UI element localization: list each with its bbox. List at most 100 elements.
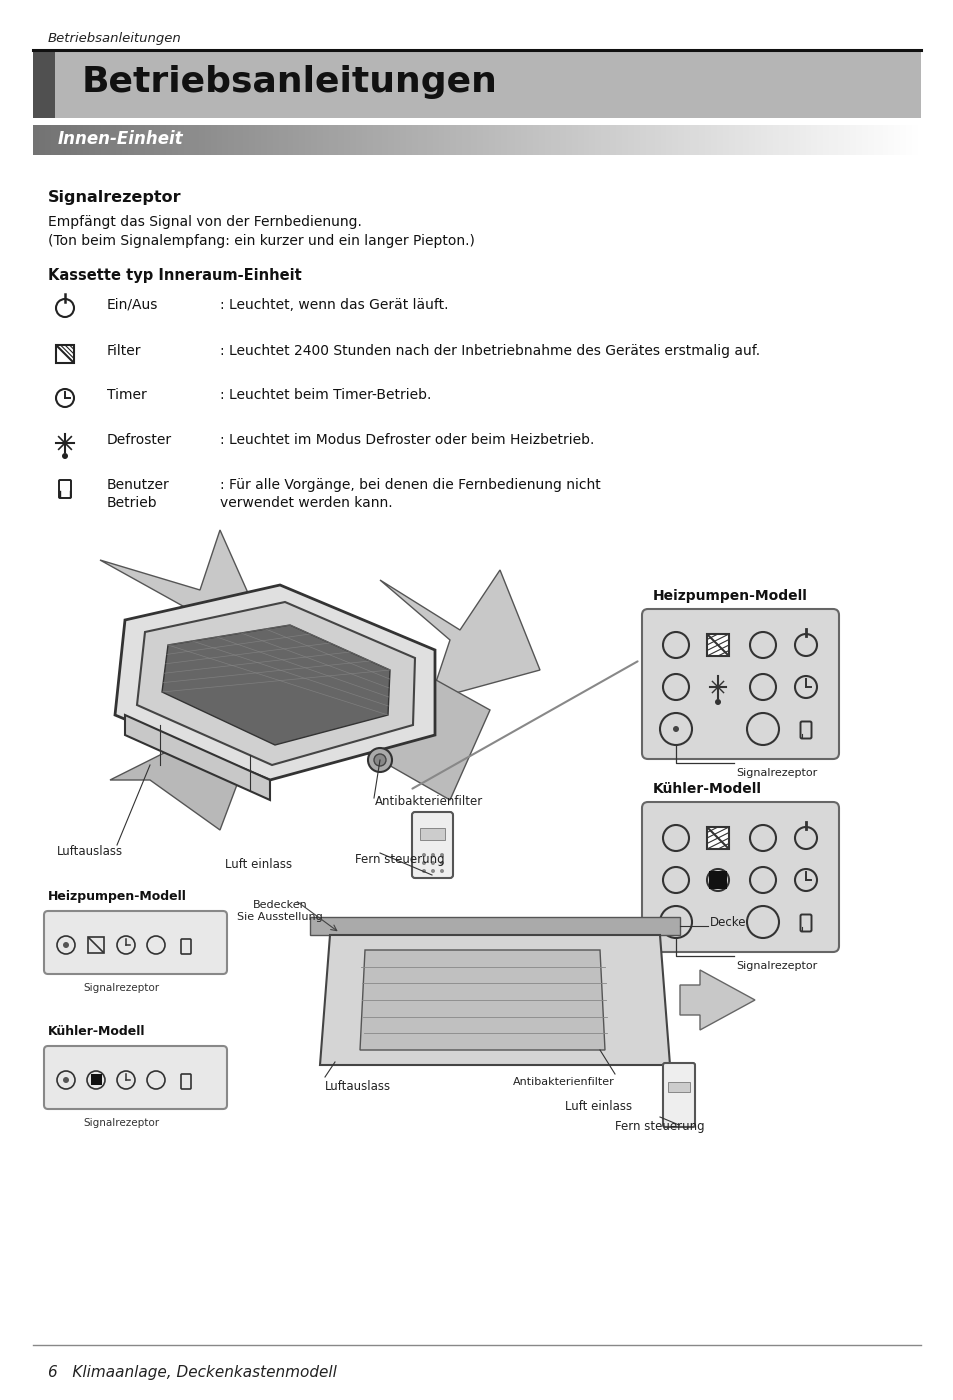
Bar <box>737 125 740 155</box>
Bar <box>426 125 430 155</box>
Text: Timer: Timer <box>107 388 147 402</box>
Bar <box>870 125 873 155</box>
Bar <box>577 125 580 155</box>
Bar <box>914 125 918 155</box>
Text: : Leuchtet 2400 Stunden nach der Inbetriebnahme des Gerätes erstmalig auf.: : Leuchtet 2400 Stunden nach der Inbetri… <box>220 344 760 358</box>
Circle shape <box>439 869 443 874</box>
Bar <box>222 125 226 155</box>
Circle shape <box>421 869 426 874</box>
Bar <box>710 125 714 155</box>
Bar <box>187 125 191 155</box>
Bar <box>139 125 143 155</box>
Bar <box>471 125 474 155</box>
FancyBboxPatch shape <box>412 812 453 878</box>
Polygon shape <box>162 624 390 745</box>
Bar <box>406 125 409 155</box>
Bar <box>391 125 395 155</box>
Bar <box>838 125 841 155</box>
Bar <box>415 125 417 155</box>
Bar <box>335 125 338 155</box>
Bar <box>346 125 350 155</box>
Bar <box>231 125 234 155</box>
Bar <box>270 125 273 155</box>
Bar <box>801 125 805 155</box>
Bar <box>145 125 149 155</box>
Bar <box>243 125 247 155</box>
Circle shape <box>439 861 443 865</box>
Bar <box>412 125 415 155</box>
Bar <box>521 125 524 155</box>
Bar <box>902 125 905 155</box>
Bar <box>128 125 132 155</box>
Bar <box>662 125 666 155</box>
Text: Heizpumpen-Modell: Heizpumpen-Modell <box>48 890 187 903</box>
Bar <box>456 125 459 155</box>
Bar <box>66 125 69 155</box>
Bar <box>701 125 704 155</box>
Bar <box>867 125 870 155</box>
FancyBboxPatch shape <box>641 802 838 952</box>
Bar <box>495 125 497 155</box>
Bar <box>784 125 787 155</box>
Text: Luft einlass: Luft einlass <box>225 858 292 871</box>
Bar <box>361 125 365 155</box>
Circle shape <box>431 869 435 874</box>
Bar <box>645 125 648 155</box>
Bar <box>667 1082 689 1092</box>
Bar <box>193 125 196 155</box>
Bar <box>39 125 42 155</box>
Bar <box>98 125 101 155</box>
Bar <box>77 125 81 155</box>
Bar <box>175 125 178 155</box>
Bar <box>353 125 355 155</box>
Bar <box>110 125 113 155</box>
Bar <box>565 125 569 155</box>
Bar <box>624 125 628 155</box>
Bar <box>686 125 690 155</box>
Text: Signalrezeptor: Signalrezeptor <box>735 960 817 972</box>
Text: Benutzer: Benutzer <box>107 477 170 491</box>
Text: Fern steuerung: Fern steuerung <box>355 853 444 867</box>
Bar <box>621 125 625 155</box>
Bar <box>208 125 211 155</box>
Bar <box>254 125 258 155</box>
Bar <box>447 125 451 155</box>
Bar <box>728 125 731 155</box>
Bar <box>385 125 388 155</box>
Bar <box>278 125 282 155</box>
Bar <box>45 125 49 155</box>
Text: : Leuchtet im Modus Defroster oder beim Heizbetrieb.: : Leuchtet im Modus Defroster oder beim … <box>220 433 594 447</box>
Bar <box>55 50 920 118</box>
Circle shape <box>431 861 435 865</box>
Bar <box>172 125 175 155</box>
FancyBboxPatch shape <box>706 827 728 848</box>
Text: Signalrezeptor: Signalrezeptor <box>735 769 817 778</box>
Bar <box>461 125 465 155</box>
Bar <box>811 125 814 155</box>
Bar <box>367 125 371 155</box>
Polygon shape <box>115 585 435 780</box>
Bar <box>527 125 530 155</box>
Bar <box>699 125 701 155</box>
Bar <box>432 125 436 155</box>
Bar <box>651 125 655 155</box>
FancyBboxPatch shape <box>662 1063 695 1127</box>
Bar <box>613 125 616 155</box>
Bar <box>825 125 829 155</box>
Bar <box>831 125 835 155</box>
Bar <box>246 125 250 155</box>
Bar <box>778 125 781 155</box>
Bar <box>905 125 909 155</box>
Bar <box>142 125 146 155</box>
Text: Betriebsanleitungen: Betriebsanleitungen <box>48 32 182 45</box>
Bar <box>166 125 170 155</box>
Bar <box>311 125 314 155</box>
Bar <box>488 125 492 155</box>
Bar <box>294 125 296 155</box>
Bar <box>876 125 879 155</box>
Bar <box>80 125 84 155</box>
Bar <box>820 125 823 155</box>
Bar <box>417 125 421 155</box>
Bar <box>320 125 323 155</box>
Bar <box>485 125 489 155</box>
